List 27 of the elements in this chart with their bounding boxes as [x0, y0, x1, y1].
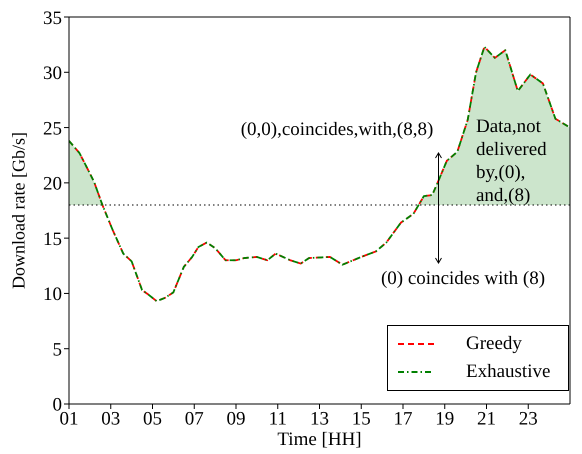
y-axis-title: Download rate [Gb/s] [8, 132, 28, 289]
x-tick-label: 15 [352, 408, 371, 430]
x-tick-label: 03 [101, 408, 120, 430]
x-tick-label: 09 [226, 408, 246, 430]
x-tick-label: 17 [394, 408, 412, 430]
annotation: Data,not delivered by,(0), and,(8) [476, 116, 548, 206]
y-tick-label: 20 [43, 174, 62, 195]
x-tick-label: 23 [518, 408, 538, 430]
x-axis-title: Time [HH] [277, 429, 362, 450]
y-tick-label: 10 [43, 284, 62, 306]
x-tick-label: 01 [60, 408, 78, 430]
legend-label: Greedy [466, 332, 522, 356]
y-tick-label: 0 [52, 394, 62, 416]
x-tick-label: 11 [268, 408, 287, 430]
y-tick-label: 5 [52, 339, 62, 360]
y-tick-label: 35 [43, 8, 62, 29]
x-tick-label: 19 [435, 408, 454, 430]
y-tick-label: 25 [43, 118, 62, 140]
annotation: (0) coincides with (8) [380, 268, 546, 289]
legend-label: Exhaustive [466, 360, 550, 384]
y-tick-label: 30 [43, 63, 62, 84]
x-tick-label: 21 [477, 408, 496, 430]
annotation: (0,0),coincides,with,(8,8) [240, 119, 434, 140]
x-tick-label: 13 [310, 408, 329, 430]
y-tick-label: 15 [43, 228, 62, 250]
x-tick-label: 05 [143, 408, 162, 430]
x-tick-label: 07 [184, 408, 204, 430]
